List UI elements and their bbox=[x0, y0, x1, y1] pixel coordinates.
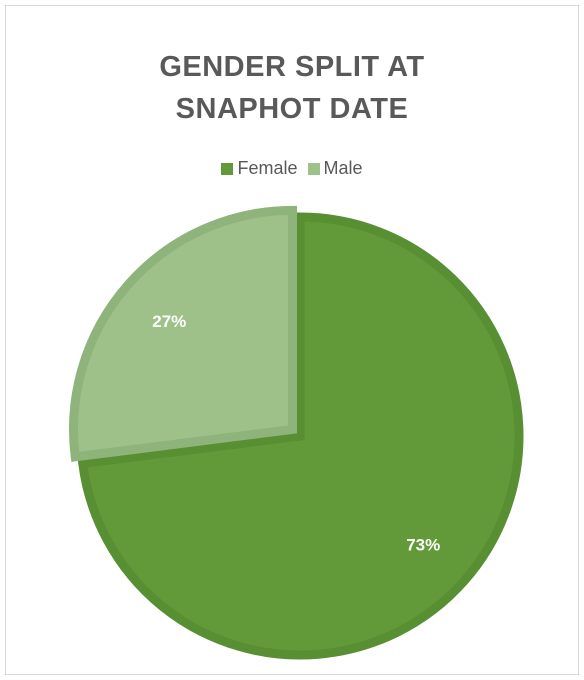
legend: Female Male bbox=[6, 158, 578, 179]
pie-slice-male bbox=[69, 205, 297, 462]
legend-label-male: Male bbox=[323, 158, 363, 178]
pie-chart: 73% 27% bbox=[69, 205, 524, 660]
chart-title-line-2: SNAPHOT DATE bbox=[175, 93, 409, 125]
pie-slice-female bbox=[77, 212, 524, 660]
legend-label-female: Female bbox=[237, 158, 298, 178]
legend-item-female: Female bbox=[221, 158, 298, 179]
legend-swatch-male bbox=[307, 162, 320, 175]
data-label-male: 27% bbox=[152, 312, 186, 331]
chart-frame: GENDER SPLIT AT SNAPHOT DATE Female Male… bbox=[5, 5, 579, 675]
legend-swatch-female bbox=[221, 162, 234, 175]
data-label-female: 73% bbox=[406, 536, 440, 555]
chart-title: GENDER SPLIT AT SNAPHOT DATE bbox=[6, 46, 578, 130]
chart-title-line-1: GENDER SPLIT AT bbox=[159, 51, 425, 83]
legend-item-male: Male bbox=[307, 158, 363, 179]
